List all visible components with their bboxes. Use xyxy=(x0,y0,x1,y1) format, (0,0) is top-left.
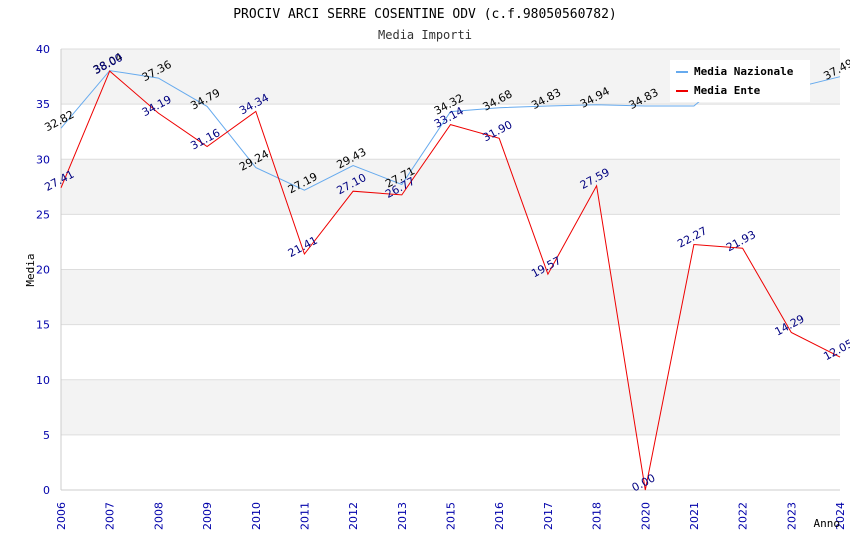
x-tick-label: 2017 xyxy=(542,502,555,530)
background-band xyxy=(61,324,840,380)
chart-subtitle: Media Importi xyxy=(378,28,472,42)
chart-title: PROCIV ARCI SERRE COSENTINE ODV (c.f.980… xyxy=(233,7,617,22)
background-band xyxy=(61,434,840,490)
x-tick-label: 2009 xyxy=(201,502,214,530)
x-tick-label: 2016 xyxy=(493,502,506,530)
legend-label-nazionale: Media Nazionale xyxy=(694,65,794,78)
x-tick-label: 2013 xyxy=(396,502,409,530)
y-tick-label: 15 xyxy=(36,319,50,332)
y-axis-title: Media xyxy=(24,253,37,286)
y-tick-label: 25 xyxy=(36,208,50,221)
gridlines xyxy=(60,48,840,491)
series-line-media-ente xyxy=(60,70,841,491)
x-tick-label: 2021 xyxy=(688,502,701,530)
y-tick-label: 5 xyxy=(43,429,50,442)
x-tick-label: 2022 xyxy=(737,502,750,530)
background-band xyxy=(61,379,840,435)
legend-box xyxy=(670,60,810,102)
x-axis-ticks: 2006 2007 2008 2009 2010 2011 2012 2013 2015 2016… xyxy=(55,502,847,530)
x-axis-title: Anno xyxy=(814,517,841,530)
x-tick-label: 2006 xyxy=(55,502,68,530)
x-tick-label: 2011 xyxy=(298,502,311,530)
background-band xyxy=(61,159,840,215)
x-tick-label: 2008 xyxy=(152,502,165,530)
x-tick-label: 2020 xyxy=(639,502,652,530)
x-tick-label: 2015 xyxy=(445,502,458,530)
x-tick-label: 2024 xyxy=(834,502,847,530)
x-tick-label: 2007 xyxy=(104,502,117,530)
background-band xyxy=(61,104,840,160)
legend: Media Nazionale Media Ente xyxy=(670,60,810,102)
background-bands xyxy=(61,49,840,490)
x-tick-label: 2018 xyxy=(591,502,604,530)
background-band xyxy=(61,214,840,270)
background-band xyxy=(61,269,840,325)
y-tick-label: 30 xyxy=(36,153,50,166)
y-axis-ticks: 0 5 10 15 20 25 30 35 40 xyxy=(36,43,50,497)
x-tick-label: 2023 xyxy=(785,502,798,530)
legend-label-ente: Media Ente xyxy=(694,84,761,97)
y-tick-label: 0 xyxy=(43,484,50,497)
y-tick-label: 10 xyxy=(36,374,50,387)
x-tick-label: 2010 xyxy=(250,502,263,530)
y-tick-label: 40 xyxy=(36,43,50,56)
y-tick-label: 20 xyxy=(36,264,50,277)
x-tick-label: 2012 xyxy=(347,502,360,530)
y-tick-label: 35 xyxy=(36,98,50,111)
